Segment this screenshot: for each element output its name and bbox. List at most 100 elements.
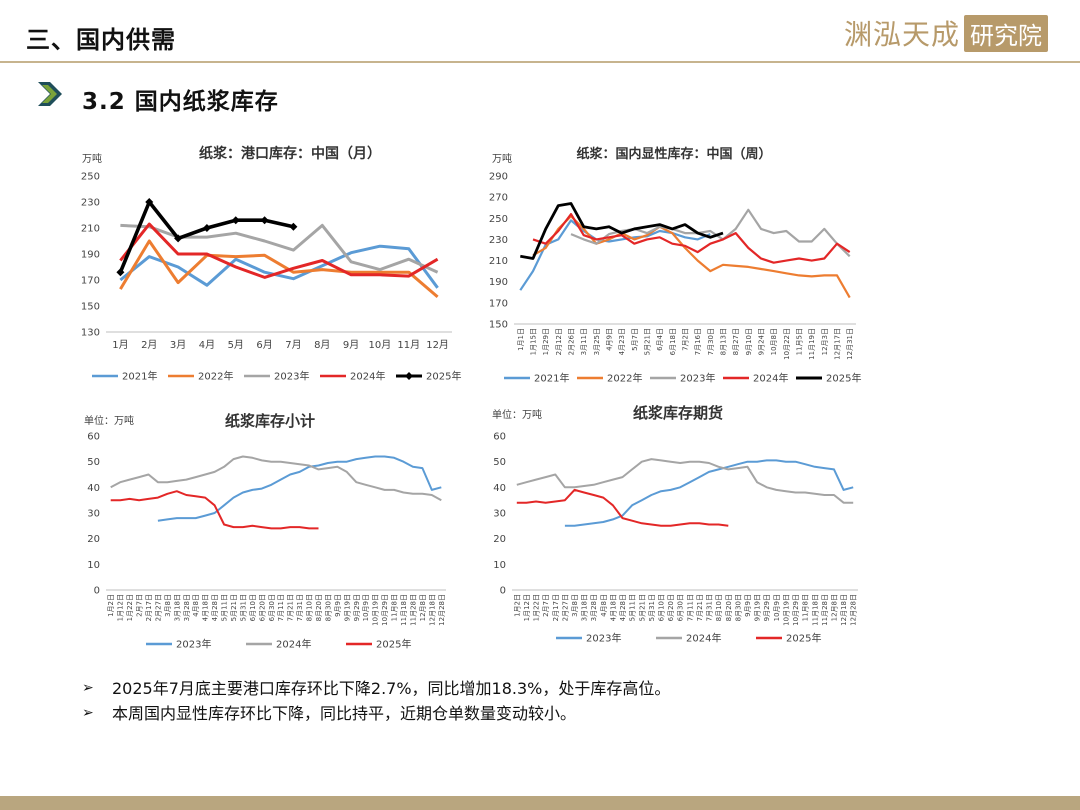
x-tick-label: 3月8日 — [164, 594, 172, 617]
x-tick-label: 10月9日 — [773, 594, 781, 621]
x-tick-label: 7月11日 — [277, 594, 285, 621]
x-tick-label: 12月 — [426, 339, 449, 351]
series-line-2021年 — [519, 219, 711, 291]
y-tick-label: 0 — [500, 586, 506, 597]
x-tick-label: 1月22日 — [126, 594, 134, 621]
page-title: 三、国内供需 — [26, 26, 176, 54]
y-tick-label: 0 — [94, 586, 100, 597]
legend-marker — [405, 372, 413, 380]
y-tick-label: 230 — [489, 235, 508, 246]
x-tick-label: 10月19日 — [782, 594, 790, 626]
note-item: ➢ 2025年7月底主要港口库存环比下降2.7%，同比增加18.3%，处于库存高位… — [82, 676, 670, 701]
x-tick-label: 10月8日 — [770, 328, 778, 355]
x-tick-label: 2月27日 — [561, 594, 569, 621]
y-tick-label: 40 — [87, 483, 100, 494]
x-tick-label: 5月 — [228, 339, 244, 351]
legend-label: 2025年 — [376, 638, 411, 651]
legend-item: 2025年 — [396, 370, 461, 383]
x-tick-label: 9月29日 — [353, 594, 361, 621]
x-tick-label: 10月9日 — [362, 594, 370, 621]
chart-title: 纸浆：港口库存：中国（月） — [199, 145, 381, 162]
logo: 渊泓天成 研究院 — [844, 14, 1049, 52]
x-tick-label: 12月28日 — [438, 594, 446, 626]
x-tick-label: 12月17日 — [834, 328, 842, 360]
x-tick-label: 2月17日 — [552, 594, 560, 621]
x-tick-label: 2月 — [141, 339, 157, 351]
legend-item: 2024年 — [723, 372, 788, 385]
x-tick-label: 9月24日 — [758, 328, 766, 355]
legend-item: 2021年 — [92, 370, 157, 383]
x-tick-label: 6月30日 — [677, 594, 685, 621]
x-tick-label: 7月2日 — [682, 328, 690, 351]
legend-item: 2023年 — [146, 638, 211, 651]
legend-item: 2024年 — [246, 638, 311, 651]
y-tick-label: 250 — [81, 172, 100, 183]
x-tick-label: 8月 — [314, 339, 330, 351]
x-tick-label: 8月10日 — [306, 594, 314, 621]
x-tick-label: 11月8日 — [391, 594, 399, 621]
y-tick-label: 60 — [493, 432, 506, 443]
x-tick-label: 5月21日 — [638, 594, 646, 621]
legend-label: 2023年 — [680, 372, 715, 385]
x-tick-label: 9月9日 — [334, 594, 342, 617]
x-tick-label: 6月10日 — [657, 594, 665, 621]
x-tick-label: 4月18日 — [609, 594, 617, 621]
x-tick-label: 3月11日 — [580, 328, 588, 355]
logo-text: 渊泓天成 — [844, 18, 961, 51]
legend-label: 2024年 — [753, 372, 788, 385]
y-tick-label: 190 — [489, 277, 508, 288]
x-tick-label: 12月18日 — [428, 594, 436, 626]
x-tick-label: 4月28日 — [211, 594, 219, 621]
legend-label: 2025年 — [426, 370, 461, 383]
x-tick-label: 3月18日 — [173, 594, 181, 621]
x-tick-label: 11月28日 — [409, 594, 417, 626]
x-tick-label: 1月1日 — [517, 328, 525, 351]
x-tick-label: 7月31日 — [706, 594, 714, 621]
y-tick-label: 190 — [81, 250, 100, 261]
x-tick-label: 2月7日 — [136, 594, 144, 617]
x-tick-label: 3月28日 — [183, 594, 191, 621]
logo-box: 研究院 — [964, 14, 1049, 52]
y-tick-label: 10 — [87, 560, 100, 571]
x-tick-label: 5月21日 — [230, 594, 238, 621]
x-tick-label: 8月13日 — [720, 328, 728, 355]
x-tick-label: 5月7日 — [631, 328, 639, 351]
legend-label: 2024年 — [276, 638, 311, 651]
y-tick-label: 30 — [493, 509, 506, 520]
chart-title: 纸浆库存小计 — [225, 412, 315, 430]
y-tick-label: 290 — [489, 172, 508, 183]
y-tick-label: 10 — [493, 560, 506, 571]
x-tick-label: 9月9日 — [744, 594, 752, 617]
chart-inventory-subtotal: 纸浆库存小计 单位：万吨 60 50 40 30 20 10 0 1月2日 1月12日 1月22日 2月… — [70, 404, 460, 656]
note-text: 2025年7月底主要港口库存环比下降2.7%，同比增加18.3%，处于库存高位。 — [112, 679, 671, 698]
chart-title: 纸浆库存期货 — [633, 404, 723, 422]
legend-label: 2022年 — [607, 372, 642, 385]
x-tick-label: 4月23日 — [618, 328, 626, 355]
y-tick-label: 170 — [81, 276, 100, 287]
x-tick-label: 11月19日 — [808, 328, 816, 360]
x-tick-label: 9月10日 — [745, 328, 753, 355]
x-tick-label: 8月30日 — [734, 594, 742, 621]
series-line-2022年 — [119, 239, 439, 299]
x-tick-label: 11月28日 — [821, 594, 829, 626]
x-tick-label: 1月29日 — [542, 328, 550, 355]
x-tick-label: 7月31日 — [296, 594, 304, 621]
unit-label: 单位：万吨 — [84, 414, 134, 427]
data-point — [116, 268, 125, 277]
series-line-2023年 — [157, 455, 442, 522]
x-tick-label: 12月28日 — [850, 594, 858, 626]
x-tick-label: 10月 — [369, 339, 392, 351]
note-item: ➢ 本周国内显性库存环比下降，同比持平，近期仓单数量变动较小。 — [82, 701, 670, 726]
x-tick-label: 4月18日 — [202, 594, 210, 621]
x-tick-label: 7月 — [285, 339, 301, 351]
series-line-2024年 — [119, 222, 439, 279]
x-tick-label: 3月25日 — [593, 328, 601, 355]
y-tick-label: 20 — [493, 534, 506, 545]
legend-label: 2021年 — [122, 370, 157, 383]
x-tick-label: 3月 — [170, 339, 186, 351]
x-tick-label: 9月 — [343, 339, 359, 351]
y-tick-label: 50 — [87, 457, 100, 468]
x-tick-label: 5月11日 — [629, 594, 637, 621]
legend-label: 2024年 — [686, 632, 721, 645]
y-tick-label: 210 — [81, 224, 100, 235]
